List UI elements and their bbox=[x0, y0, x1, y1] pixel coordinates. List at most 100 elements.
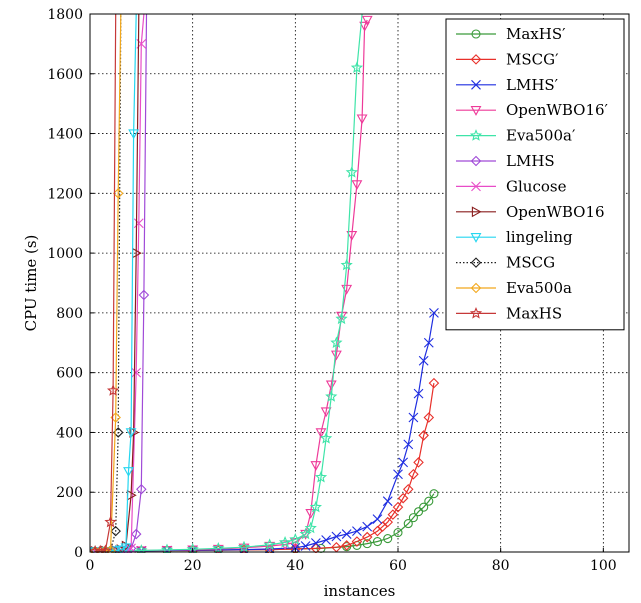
axis-ticks: 0 20 40 60 80 1000200400600800100012001400160… bbox=[47, 7, 616, 574]
x-tick-label: 80 bbox=[492, 558, 510, 574]
data-point bbox=[131, 367, 142, 378]
legend-marker bbox=[470, 282, 482, 294]
legend-item: Glucose bbox=[456, 177, 567, 195]
series-line bbox=[95, 383, 435, 552]
legend-label: OpenWBO16 bbox=[506, 203, 605, 221]
data-point bbox=[136, 483, 147, 495]
y-tick-label: 800 bbox=[56, 306, 83, 322]
data-point bbox=[106, 384, 120, 396]
data-point bbox=[309, 500, 322, 513]
data-point bbox=[413, 457, 424, 468]
data-point bbox=[330, 350, 342, 361]
legend-marker bbox=[471, 29, 481, 39]
legend: MaxHS′ MSCG′ LMHS′ OpenWBO16′ Eva500a′ LMHS Gl… bbox=[445, 18, 625, 331]
legend-label: MSCG′ bbox=[506, 50, 559, 68]
legend-label: Eva500a bbox=[506, 279, 572, 297]
legend-label: lingeling bbox=[506, 228, 573, 246]
legend-item: OpenWBO16 bbox=[456, 203, 605, 221]
data-point bbox=[413, 507, 424, 517]
legend-item: Eva500a bbox=[456, 279, 572, 297]
legend-marker bbox=[470, 155, 482, 167]
data-point bbox=[413, 388, 424, 399]
legend-marker bbox=[470, 54, 482, 65]
data-point bbox=[402, 483, 414, 495]
data-point bbox=[104, 515, 117, 528]
data-point bbox=[133, 218, 144, 229]
series-line bbox=[95, 312, 435, 552]
legend-marker bbox=[470, 257, 482, 268]
data-point bbox=[393, 528, 403, 538]
data-point bbox=[321, 535, 332, 545]
data-point bbox=[351, 536, 363, 547]
y-tick-label: 400 bbox=[56, 425, 83, 441]
data-point bbox=[346, 231, 358, 241]
data-point bbox=[325, 380, 337, 391]
data-point bbox=[315, 428, 327, 439]
data-point bbox=[135, 544, 148, 553]
data-point bbox=[351, 180, 363, 190]
data-point bbox=[299, 527, 312, 540]
data-point bbox=[289, 533, 302, 545]
legend-item: OpenWBO16′ bbox=[456, 101, 609, 119]
legend-marker bbox=[469, 129, 483, 141]
y-tick-label: 1000 bbox=[47, 246, 83, 262]
data-point bbox=[418, 355, 429, 366]
data-point bbox=[429, 489, 439, 499]
legend-marker bbox=[471, 206, 482, 218]
legend-box bbox=[445, 18, 625, 331]
data-point bbox=[340, 258, 353, 271]
legend-item: MaxHS bbox=[456, 304, 562, 322]
data-point bbox=[130, 528, 142, 540]
legend-label: MaxHS′ bbox=[506, 25, 566, 43]
data-point bbox=[418, 430, 429, 441]
data-point bbox=[372, 536, 383, 547]
y-tick-label: 600 bbox=[56, 366, 83, 382]
data-point bbox=[408, 513, 418, 523]
data-point bbox=[341, 540, 352, 551]
legend-item: MaxHS′ bbox=[456, 25, 566, 43]
legend-label: Eva500a′ bbox=[506, 127, 576, 145]
data-point bbox=[112, 188, 124, 199]
series-line bbox=[95, 13, 148, 552]
data-point bbox=[392, 501, 404, 513]
legend-label: MaxHS bbox=[506, 304, 562, 322]
data-point bbox=[362, 539, 372, 549]
data-point bbox=[120, 543, 132, 553]
data-point bbox=[403, 519, 413, 529]
data-point bbox=[382, 516, 394, 528]
data-point bbox=[320, 431, 333, 444]
legend-label: LMHS bbox=[506, 152, 555, 170]
data-point bbox=[330, 336, 343, 348]
y-tick-label: 1600 bbox=[47, 67, 83, 83]
data-point bbox=[305, 508, 317, 519]
data-point bbox=[398, 457, 409, 468]
legend-marker bbox=[470, 233, 482, 243]
x-tick-label: 40 bbox=[286, 558, 304, 574]
data-point bbox=[263, 538, 276, 551]
data-point bbox=[356, 114, 368, 125]
data-point bbox=[428, 377, 440, 389]
data-point bbox=[129, 427, 140, 438]
data-point bbox=[345, 165, 358, 178]
data-point bbox=[403, 439, 414, 450]
data-point bbox=[310, 461, 322, 471]
data-point bbox=[237, 540, 251, 553]
x-tick-label: 0 bbox=[86, 558, 95, 574]
series-layer bbox=[90, 13, 440, 553]
data-point bbox=[123, 467, 134, 477]
x-tick-label: 20 bbox=[184, 558, 202, 574]
data-point bbox=[419, 502, 429, 512]
data-point bbox=[320, 407, 332, 418]
data-point bbox=[99, 544, 112, 553]
data-point bbox=[352, 526, 362, 536]
data-point bbox=[387, 509, 399, 520]
legend-item: Eva500a′ bbox=[456, 127, 576, 145]
data-point bbox=[335, 312, 348, 325]
data-point bbox=[110, 525, 121, 537]
y-axis-title: CPU time (s) bbox=[22, 235, 40, 332]
legend-label: OpenWBO16′ bbox=[506, 101, 609, 119]
series-line bbox=[95, 13, 117, 552]
data-point bbox=[325, 390, 338, 402]
data-point bbox=[110, 546, 122, 553]
data-point bbox=[361, 15, 373, 26]
